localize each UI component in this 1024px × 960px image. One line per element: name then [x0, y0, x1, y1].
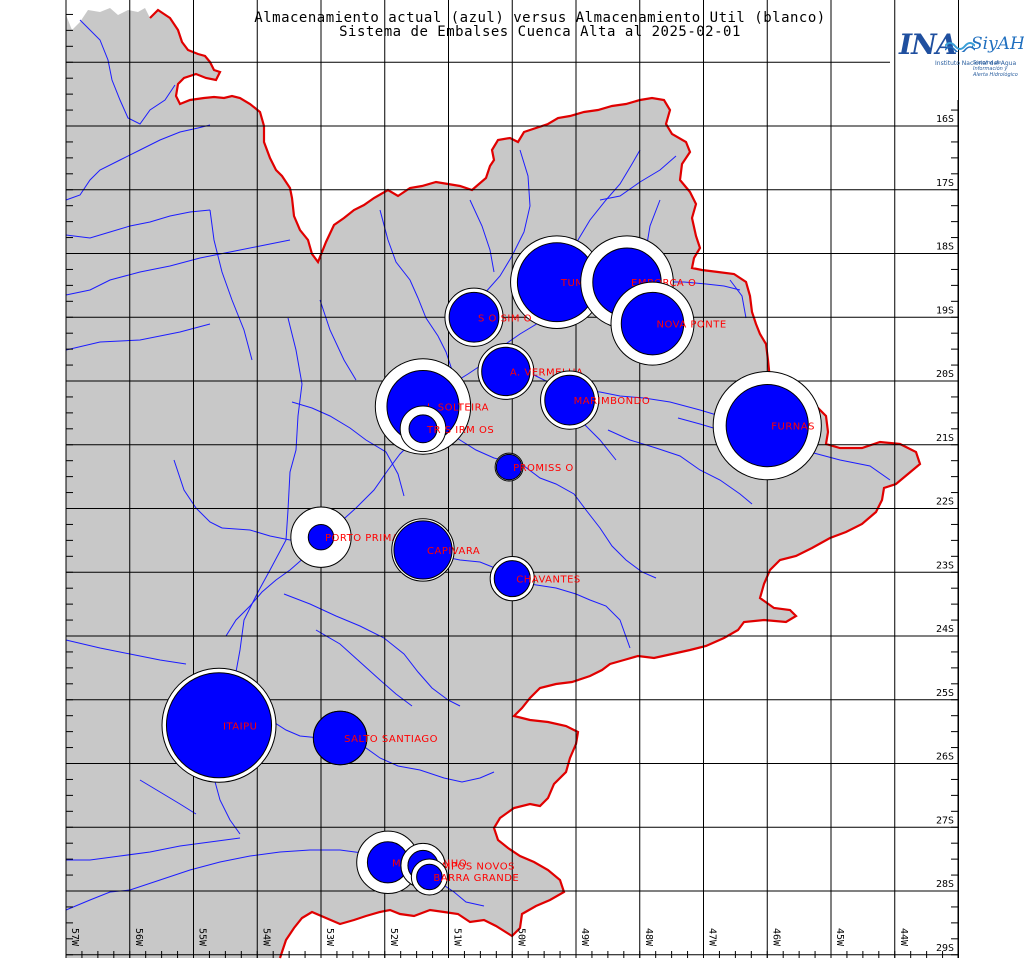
lat-label: 20S [936, 369, 954, 380]
reservoir-label: MARIMBONDO [574, 396, 651, 407]
logo-system-subtitle: Sistema de Información y Alerta Hidrológ… [973, 60, 1018, 78]
lon-label: 51W [452, 928, 463, 947]
reservoir-label: PORTO PRIMAVERA [325, 533, 427, 544]
logo-subtitle: Instituto Nacional del Agua [935, 60, 1017, 67]
logo-siyah-text: SiyAH [971, 34, 1024, 54]
reservoir-marker[interactable]: CHAVANTES [489, 556, 581, 602]
lat-label: 25S [936, 688, 954, 699]
reservoir-marker[interactable]: MARIMBONDO [540, 370, 651, 430]
lat-label: 23S [936, 560, 954, 571]
map-subtitle: Sistema de Embalses Cuenca Alta al 2025-… [339, 24, 741, 40]
lon-label: 53W [324, 928, 335, 947]
lat-label: 24S [936, 624, 954, 635]
lon-label: 56W [133, 928, 144, 947]
current-storage-circle [416, 863, 443, 891]
current-storage-circle [493, 560, 531, 598]
current-storage-circle [448, 291, 500, 343]
reservoir-marker[interactable]: NOVA PONTE [610, 281, 727, 366]
reservoir-label: SALTO SANTIAGO [344, 734, 438, 745]
lon-label: 57W [69, 928, 80, 947]
reservoir-marker[interactable]: ITAIPU [161, 667, 277, 783]
current-storage-circle [725, 384, 809, 468]
lat-label: 17S [936, 178, 954, 189]
lat-label: 19S [936, 305, 954, 316]
lon-label: 48W [643, 928, 654, 947]
lon-label: 52W [388, 928, 399, 947]
current-storage-circle [312, 710, 368, 766]
lon-label: 55W [197, 928, 208, 947]
lat-label: 16S [936, 114, 954, 125]
reservoir-label: TR S IRM OS [426, 425, 494, 436]
reservoir-marker[interactable]: TR S IRM OS [399, 405, 494, 453]
current-storage-circle [544, 374, 595, 426]
reservoir-marker[interactable]: S O SIM O [444, 287, 532, 347]
lat-label: 22S [936, 497, 954, 508]
reservoir-label: BARRA GRANDE [433, 873, 519, 884]
reservoir-marker[interactable]: BARRA GRANDE [410, 858, 519, 896]
reservoir-label: S O SIM O [478, 313, 532, 324]
axis-ticks [65, 13, 958, 958]
reservoir-marker[interactable]: SALTO SANTIAGO [312, 710, 438, 766]
lat-label: 27S [936, 815, 954, 826]
reservoir-marker[interactable]: PROMISS O [494, 452, 574, 482]
current-storage-circle [165, 672, 273, 779]
reservoir-label: FURNAS [771, 422, 815, 433]
lon-label: 54W [260, 928, 271, 947]
reservoir-label: NOVA PONTE [657, 320, 727, 331]
lon-label: 50W [515, 928, 526, 947]
reservoir-marker[interactable]: CAPIVARA [391, 518, 480, 582]
lon-label: 44W [898, 928, 909, 947]
lat-label: 21S [936, 433, 954, 444]
reservoir-label: A. VERMELHA [510, 367, 584, 378]
map-title: Almacenamiento actual (azul) versus Alma… [254, 10, 826, 26]
current-storage-circle [408, 414, 438, 444]
current-storage-circle [307, 523, 335, 551]
reservoir-marker[interactable]: PORTO PRIMAVERA [290, 506, 427, 568]
reservoir-marker[interactable]: FURNAS [712, 371, 822, 481]
current-storage-circle [481, 346, 531, 397]
reservoir-label: CHAVANTES [516, 575, 581, 586]
lon-label: 45W [834, 928, 845, 947]
reservoir-label: CAPIVARA [427, 546, 480, 557]
lon-label: 47W [707, 928, 718, 947]
lon-label: 49W [579, 928, 590, 947]
lat-label: 18S [936, 242, 954, 253]
lat-label: 29S [936, 943, 954, 954]
reservoir-marker[interactable]: A. VERMELHA [477, 343, 584, 400]
current-storage-circle [495, 453, 523, 481]
lat-label: 26S [936, 752, 954, 763]
axis-labels: 16S 17S 18S 19S 20S 21S 22S 23S 24S 25S 26S 27S 28S 2… [69, 114, 954, 954]
wave-icon [945, 42, 975, 52]
lat-label: 28S [936, 879, 954, 890]
basin-area [66, 8, 920, 958]
current-storage-circle [620, 291, 685, 356]
current-storage-circle [393, 520, 453, 580]
reservoir-label: I. SOLTEIRA [427, 403, 489, 414]
reservoir-label: CAMPOS NOVOS [427, 862, 515, 873]
lon-label: 46W [770, 928, 781, 947]
reservoir-label: ITAIPU [223, 721, 257, 732]
ina-siyah-logo: INA SiyAH Instituto Nacional del Agua Si… [895, 22, 1024, 82]
reservoir-label: PROMISS O [513, 463, 574, 474]
